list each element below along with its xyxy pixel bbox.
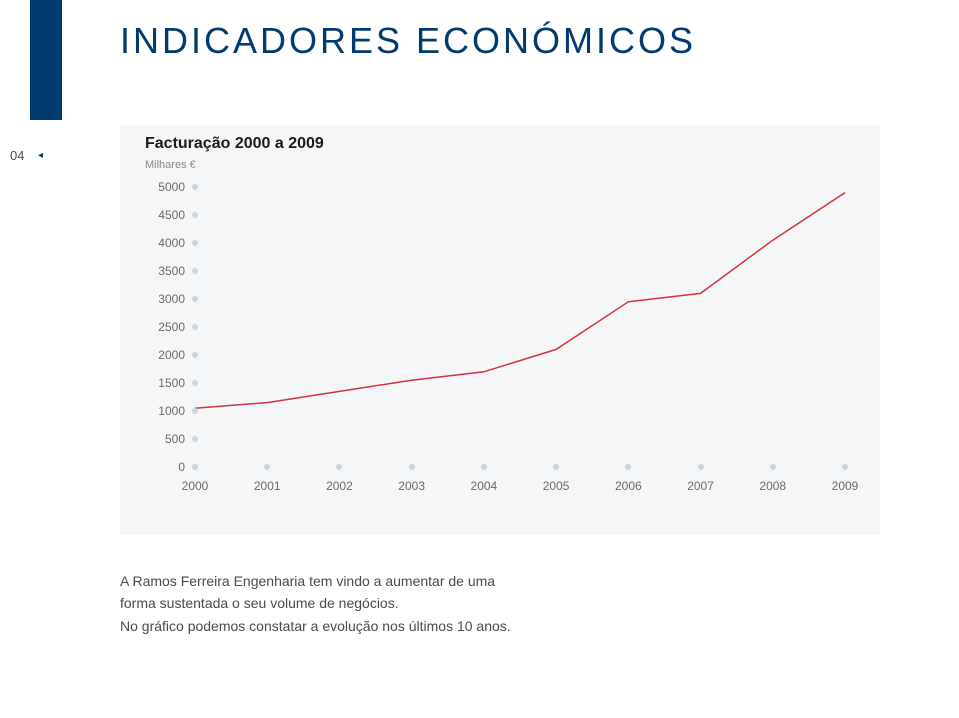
x-tick-dot	[770, 464, 776, 470]
body-line-3: No gráfico podemos constatar a evolução …	[120, 618, 511, 634]
y-tick-label: 0	[145, 460, 185, 474]
x-tick-dot	[264, 464, 270, 470]
y-tick-label: 3000	[145, 292, 185, 306]
chart-plot-area: 0 500 1000 1500 2000 2500 3000 3500 4000 4500 5000…	[145, 177, 855, 477]
y-tick-dot	[192, 436, 198, 442]
body-text: A Ramos Ferreira Engenharia tem vindo a …	[120, 570, 660, 637]
page-arrow-icon: ◂	[38, 150, 43, 161]
x-tick-dot	[192, 464, 198, 470]
y-tick-label: 1500	[145, 376, 185, 390]
y-tick-dot	[192, 408, 198, 414]
y-tick-label: 3500	[145, 264, 185, 278]
chart-line-svg	[145, 177, 855, 477]
y-tick-dot	[192, 324, 198, 330]
x-tick-dot	[698, 464, 704, 470]
x-tick-dot	[481, 464, 487, 470]
x-tick-dot	[842, 464, 848, 470]
y-tick-dot	[192, 352, 198, 358]
y-tick-label: 2000	[145, 348, 185, 362]
y-tick-label: 1000	[145, 404, 185, 418]
y-tick-label: 2500	[145, 320, 185, 334]
chart-title: Facturação 2000 a 2009	[145, 135, 855, 153]
page-accent-bar	[30, 0, 62, 120]
y-tick-dot	[192, 380, 198, 386]
y-tick-label: 4500	[145, 208, 185, 222]
x-tick-dot	[409, 464, 415, 470]
x-tick-dot	[625, 464, 631, 470]
page-title: INDICADORES ECONÓMICOS	[120, 20, 696, 62]
y-tick-label: 4000	[145, 236, 185, 250]
x-tick-dot	[336, 464, 342, 470]
x-tick-dot	[553, 464, 559, 470]
body-line-2: forma sustentada o seu volume de negócio…	[120, 595, 399, 611]
page-number: 04	[10, 148, 24, 163]
chart-line	[195, 193, 845, 409]
chart-y-unit: Milhares €	[145, 159, 855, 171]
y-tick-dot	[192, 184, 198, 190]
chart-container: Facturação 2000 a 2009 Milhares € 0 500 10…	[120, 125, 880, 535]
y-tick-dot	[192, 240, 198, 246]
y-tick-label: 500	[145, 432, 185, 446]
y-tick-dot	[192, 268, 198, 274]
body-line-1: A Ramos Ferreira Engenharia tem vindo a …	[120, 573, 495, 589]
y-tick-dot	[192, 296, 198, 302]
y-tick-label: 5000	[145, 180, 185, 194]
y-tick-dot	[192, 212, 198, 218]
